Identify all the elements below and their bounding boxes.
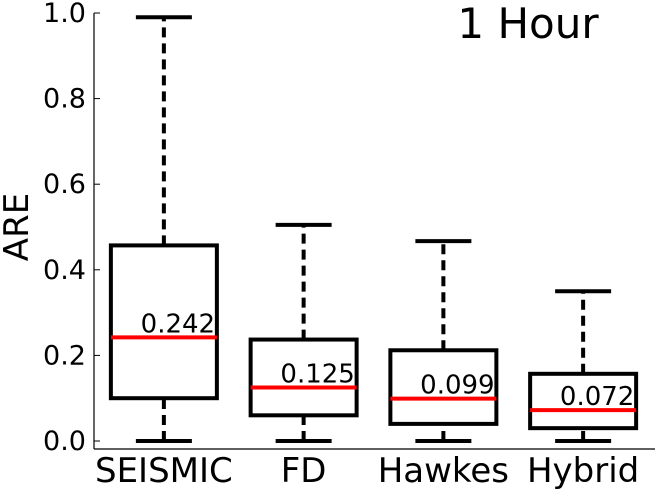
category-label: Hawkes bbox=[378, 451, 509, 491]
y-ticks: 0.0 0.2 0.4 0.6 0.8 1.0 bbox=[43, 0, 100, 457]
iqr-box bbox=[248, 337, 359, 418]
iqr-box bbox=[528, 371, 639, 431]
category-labels: SEISMIC FD Hawkes Hybrid bbox=[95, 451, 639, 491]
category-label: SEISMIC bbox=[95, 451, 233, 491]
y-axis-label: ARE bbox=[0, 193, 37, 261]
box-hawkes: 0.099 bbox=[388, 239, 499, 443]
iqr-box bbox=[108, 243, 219, 401]
median-label: 0.072 bbox=[560, 382, 634, 412]
axes bbox=[93, 13, 655, 450]
median-label: 0.242 bbox=[141, 309, 215, 339]
y-tick-label: 0.0 bbox=[43, 426, 86, 457]
box-seismic: 0.242 bbox=[108, 15, 219, 443]
y-tick-label: 0.6 bbox=[43, 169, 86, 200]
y-tick-label: 0.4 bbox=[43, 255, 86, 286]
chart-title: 1 Hour bbox=[457, 0, 599, 48]
box-fd: 0.125 bbox=[248, 222, 359, 443]
median-label: 0.099 bbox=[420, 371, 494, 401]
box-hybrid: 0.072 bbox=[528, 289, 639, 443]
y-tick-label: 0.8 bbox=[43, 84, 86, 115]
boxes: 0.242 0.125 0.099 0.072 bbox=[108, 15, 639, 443]
iqr-box bbox=[388, 348, 499, 426]
category-label: Hybrid bbox=[527, 451, 639, 491]
y-tick-label: 1.0 bbox=[43, 0, 86, 29]
median-label: 0.125 bbox=[280, 360, 354, 390]
y-tick-label: 0.2 bbox=[43, 340, 86, 371]
category-label: FD bbox=[281, 451, 327, 491]
